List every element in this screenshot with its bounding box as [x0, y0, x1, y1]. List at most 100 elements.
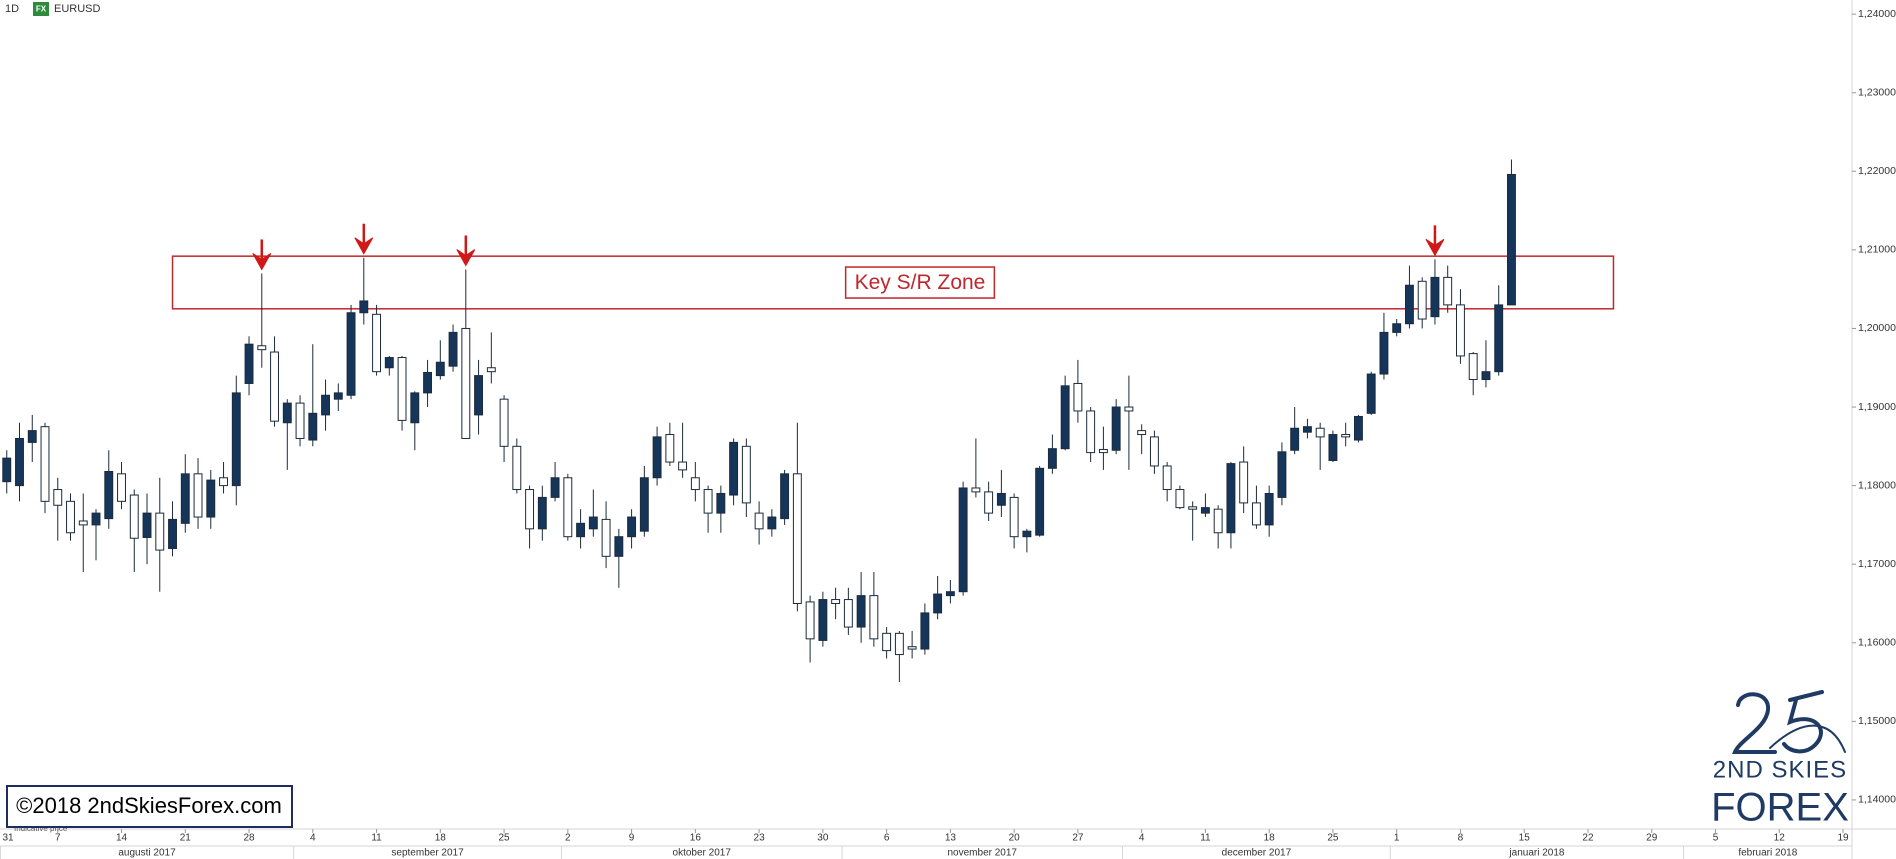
candle-body [1124, 406, 1134, 412]
candle-body [474, 375, 484, 416]
candle-body [486, 367, 496, 373]
candle-body [1251, 502, 1261, 526]
candle-body [614, 536, 624, 557]
candle-body [754, 512, 764, 530]
zone-label: Key S/R Zone [855, 271, 986, 294]
x-tick-label: 1 [1394, 833, 1400, 844]
candle-body [1047, 448, 1057, 469]
candle-body [576, 522, 586, 538]
candle-body [945, 591, 955, 597]
arrow [252, 239, 272, 271]
x-tick-label: 11 [1200, 833, 1211, 844]
x-tick-label: 8 [1458, 833, 1464, 844]
candle-body [1341, 434, 1351, 438]
x-tick-label: 31 [2, 833, 14, 844]
candle-body [117, 473, 126, 502]
candle-body [856, 595, 866, 628]
candle-body [1392, 323, 1402, 333]
candle-body [1239, 461, 1249, 504]
candle-body [588, 516, 598, 530]
logo-line2: FOREX [1711, 786, 1849, 830]
candle-body [1022, 530, 1032, 538]
candle-body [716, 492, 726, 514]
arrow-head [1425, 238, 1445, 257]
candle-body [1277, 451, 1287, 498]
x-tick-label: 25 [499, 833, 511, 844]
x-tick-label: 21 [180, 833, 192, 844]
copyright-box [6, 785, 293, 828]
x-tick-label: 14 [116, 833, 128, 844]
candle-body [384, 357, 394, 369]
candle-body [971, 487, 981, 493]
candle-body [321, 394, 330, 416]
y-tick-label: 1,16000 [1858, 637, 1896, 649]
y-tick-label: 1,19000 [1858, 401, 1896, 413]
candle-body [168, 518, 177, 549]
arrow [1425, 225, 1445, 257]
x-tick-label: 28 [243, 833, 255, 844]
candle-body [1175, 489, 1185, 509]
y-tick-label: 1,18000 [1858, 479, 1896, 491]
y-tick-label: 1,23000 [1858, 87, 1896, 99]
x-tick-label: 11 [371, 833, 382, 844]
candle-body [308, 412, 318, 441]
candle-body [627, 516, 637, 538]
candle-body [410, 392, 420, 424]
candle-body [333, 392, 343, 400]
y-tick-label: 1,17000 [1858, 558, 1896, 570]
x-tick-label: 12 [1774, 833, 1786, 844]
plot: 1,14000 1,15000 1,16000 1,17000 1,18000 1,190… [0, 8, 1896, 859]
candle-body [831, 599, 841, 604]
x-tick-label: 27 [1072, 833, 1084, 844]
candle-body [741, 445, 751, 504]
y-tick-label: 1,22000 [1858, 165, 1896, 177]
candle-body [155, 512, 165, 551]
copyright: ©2018 2ndSkiesForex.com [16, 793, 282, 818]
candle-body [1098, 448, 1108, 454]
candle-body [346, 312, 356, 396]
month-label: november 2017 [948, 848, 1018, 859]
month-label: augusti 2017 [118, 848, 176, 859]
x-tick-label: 23 [754, 833, 766, 844]
candle-body [1404, 284, 1414, 325]
candle-body [104, 470, 114, 520]
y-tick-label: 1,20000 [1858, 322, 1896, 334]
candle-body [525, 489, 535, 530]
candle-body [1086, 410, 1096, 454]
logo-five [1782, 690, 1824, 754]
x-tick-label: 29 [1646, 833, 1658, 844]
x-tick-label: 18 [435, 833, 447, 844]
y-tick-label: 1,21000 [1858, 244, 1896, 256]
candle-body [1162, 465, 1172, 491]
candle-body [882, 632, 892, 652]
candle-body [767, 516, 777, 530]
candle-body [1226, 463, 1236, 534]
interval: 1D [5, 3, 19, 15]
x-tick-label: 16 [690, 833, 702, 844]
candle-body [180, 473, 190, 524]
candle-body [550, 477, 560, 498]
candle-body [1302, 426, 1312, 433]
candle-body [1494, 304, 1504, 373]
candle-body [27, 430, 37, 443]
candle-body [1213, 508, 1223, 534]
candle-body [780, 473, 790, 520]
arrow-head [252, 253, 272, 271]
sr-zone [171, 255, 1615, 310]
x-tick-label: 15 [1519, 833, 1531, 844]
candle-body [1073, 382, 1083, 412]
month-label: februari 2018 [1738, 848, 1797, 859]
candle-body [1353, 415, 1363, 441]
candle-body [78, 520, 88, 526]
month-label: januari 2018 [1508, 848, 1564, 859]
arrow-head [354, 237, 374, 255]
x-tick-label: 5 [1713, 833, 1719, 844]
candle-body [270, 351, 279, 422]
x-tick-label: 9 [629, 833, 635, 844]
candle-body [984, 491, 994, 514]
candle-body [894, 632, 904, 656]
badge-box [33, 2, 49, 16]
candle-body [193, 473, 203, 518]
